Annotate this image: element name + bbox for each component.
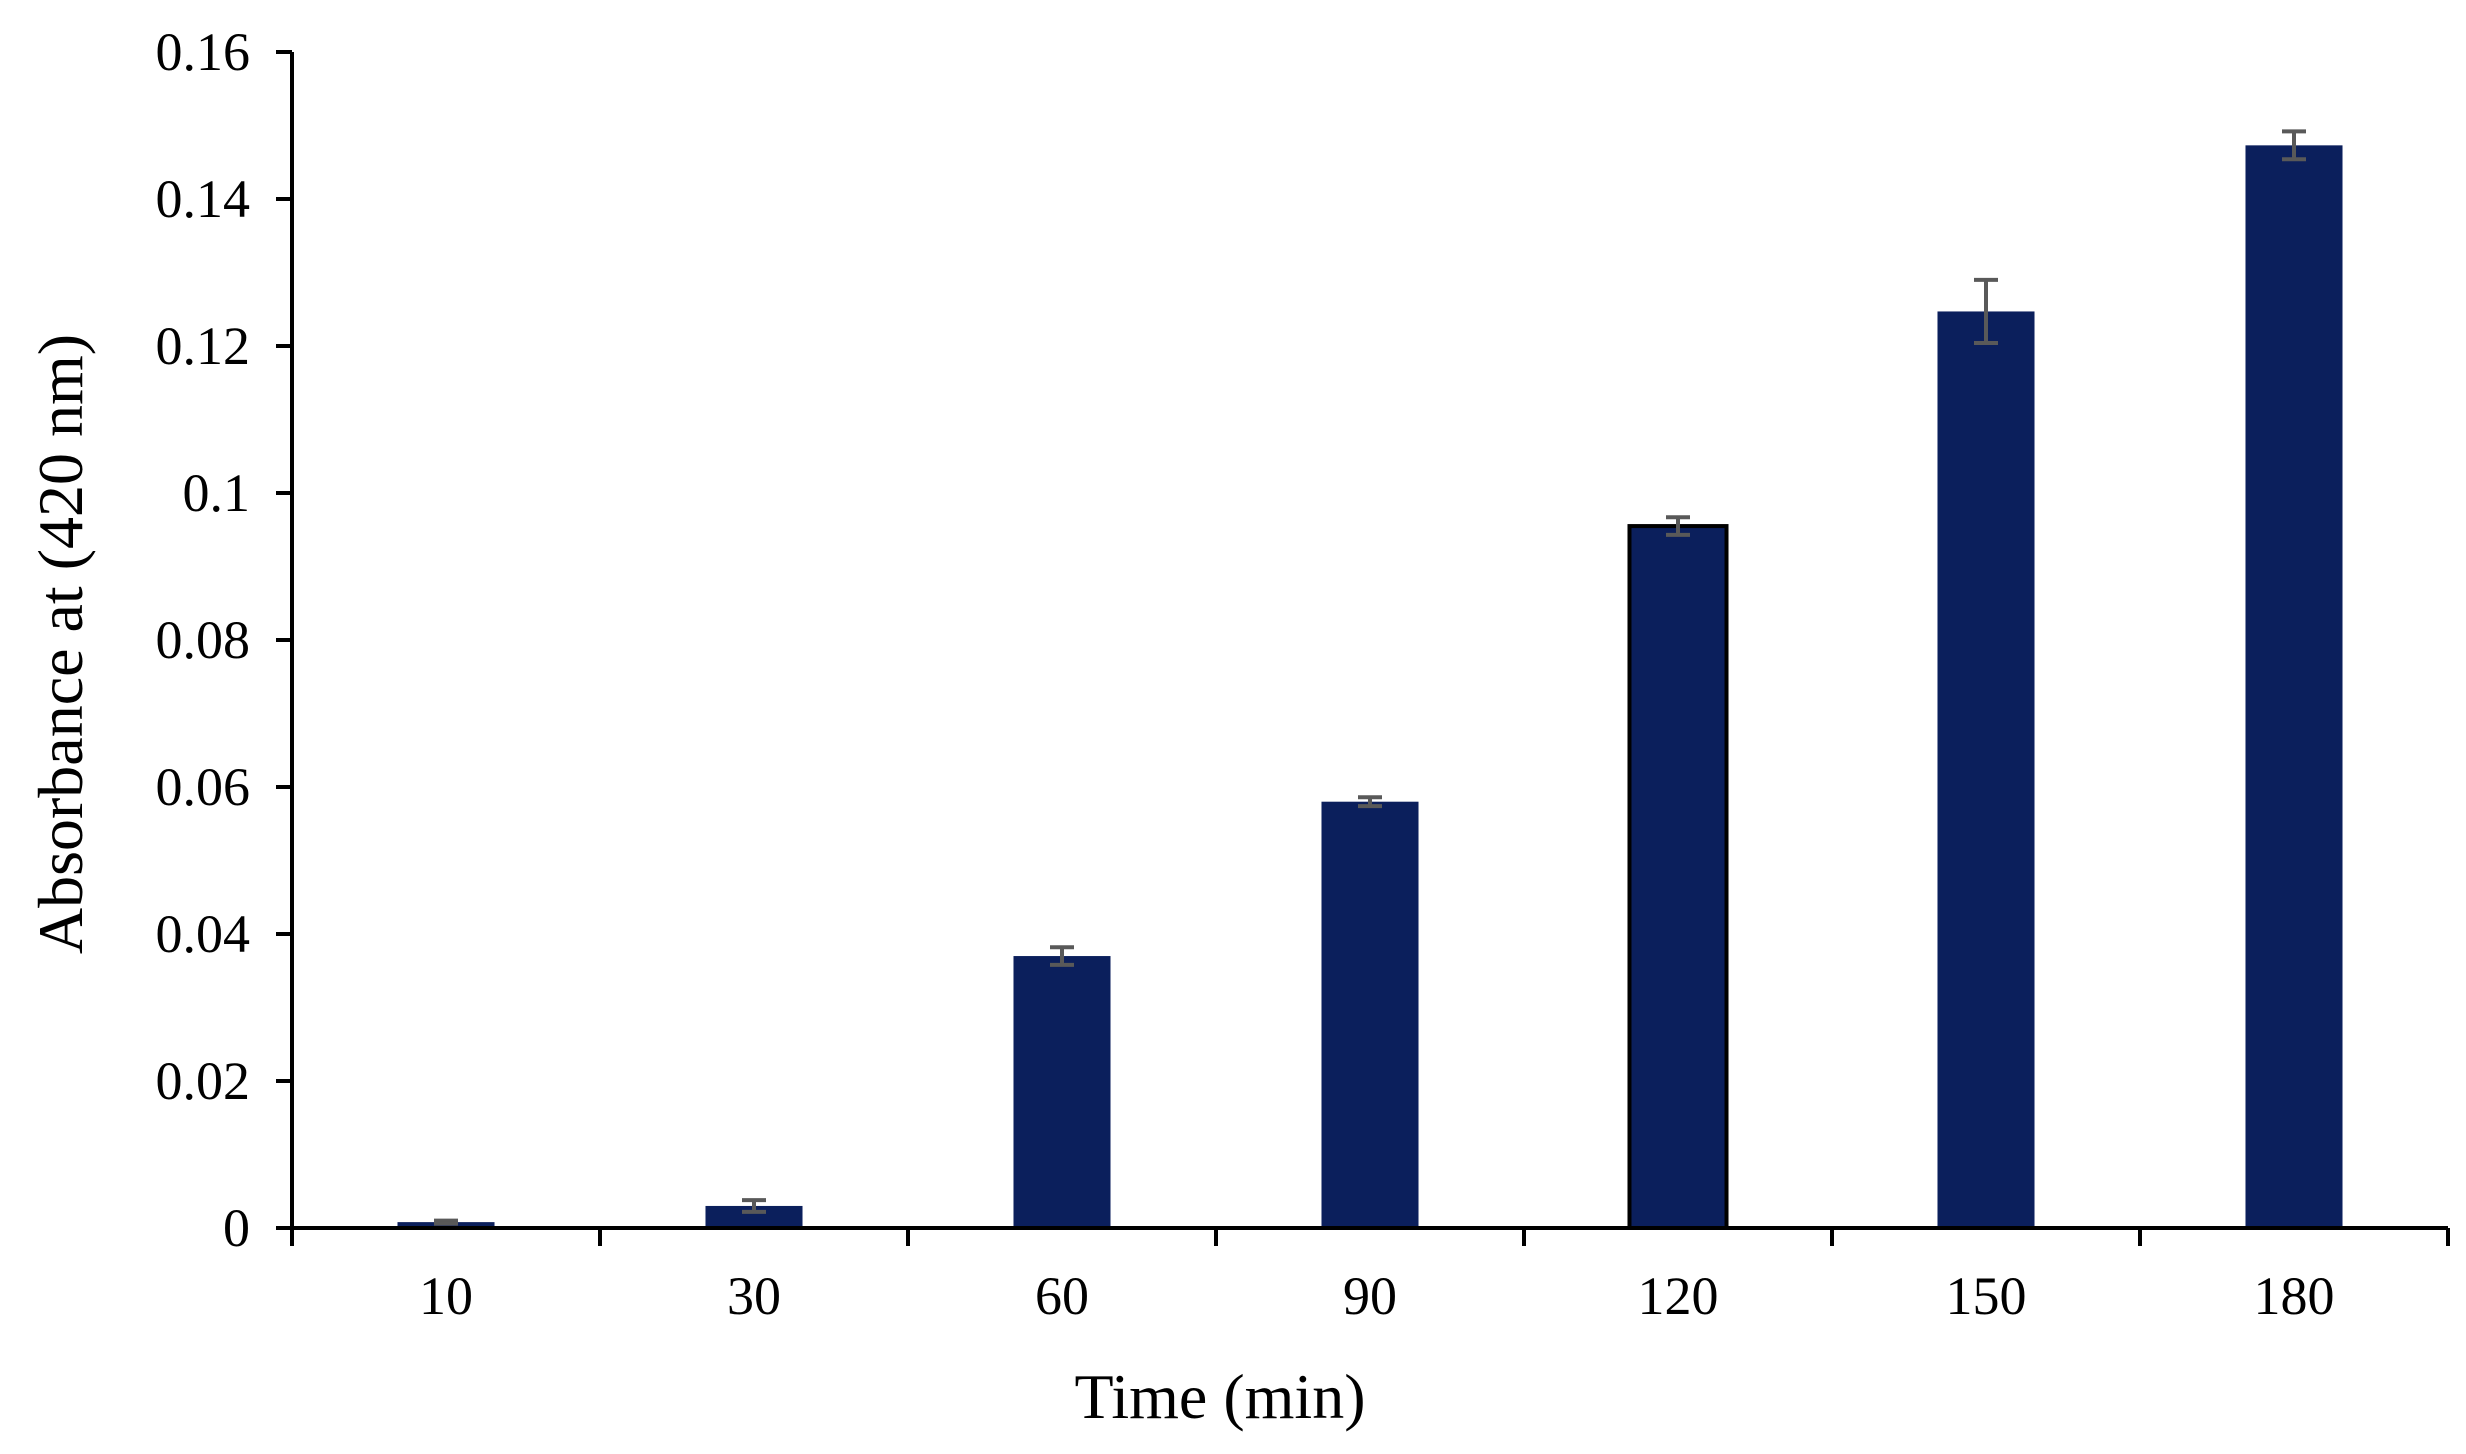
y-tick-label: 0.16 [156,22,251,82]
error-bar-150 [1974,277,1998,346]
x-tick-label: 60 [1035,1266,1089,1326]
error-bar-60 [1050,945,1074,967]
error-bar-90 [1358,795,1382,809]
x-tick-label: 90 [1343,1266,1397,1326]
y-tick-label: 0.1 [183,463,251,523]
y-tick-label: 0.14 [156,169,251,229]
bar-150 [1937,311,2035,1229]
bars-layer [397,145,2343,1230]
bar-60 [1013,956,1111,1228]
y-tick-label: 0.12 [156,316,251,376]
error-bar-10 [434,1218,458,1226]
x-axis-title: Time (min) [1075,1361,1366,1432]
x-tick-label: 30 [727,1266,781,1326]
bar-120 [1627,524,1729,1230]
error-bar-30 [742,1198,766,1214]
y-tick-label: 0.04 [156,904,251,964]
error-bar-180 [2282,129,2306,162]
bar-90 [1321,801,1419,1228]
y-tick-label: 0 [223,1198,250,1258]
y-tick-label: 0.02 [156,1051,251,1111]
bar-30 [705,1205,803,1228]
x-tick-label: 180 [2254,1266,2335,1326]
y-tick-label: 0.06 [156,757,251,817]
x-tick-label: 120 [1638,1266,1719,1326]
y-axis-title: Absorbance at (420 nm) [25,334,96,954]
bar-180 [2245,145,2343,1229]
x-tick-label: 10 [419,1266,473,1326]
labels-layer: 10 30 60 90 120 150 180 0 0.02 0.04 0.06 0.08 0.1 0.1… [156,22,2335,1326]
error-bars-layer [434,129,2306,1226]
axes-layer [276,50,2450,1246]
y-tick-label: 0.08 [156,610,251,670]
error-bar-120 [1666,515,1690,537]
x-tick-label: 150 [1946,1266,2027,1326]
